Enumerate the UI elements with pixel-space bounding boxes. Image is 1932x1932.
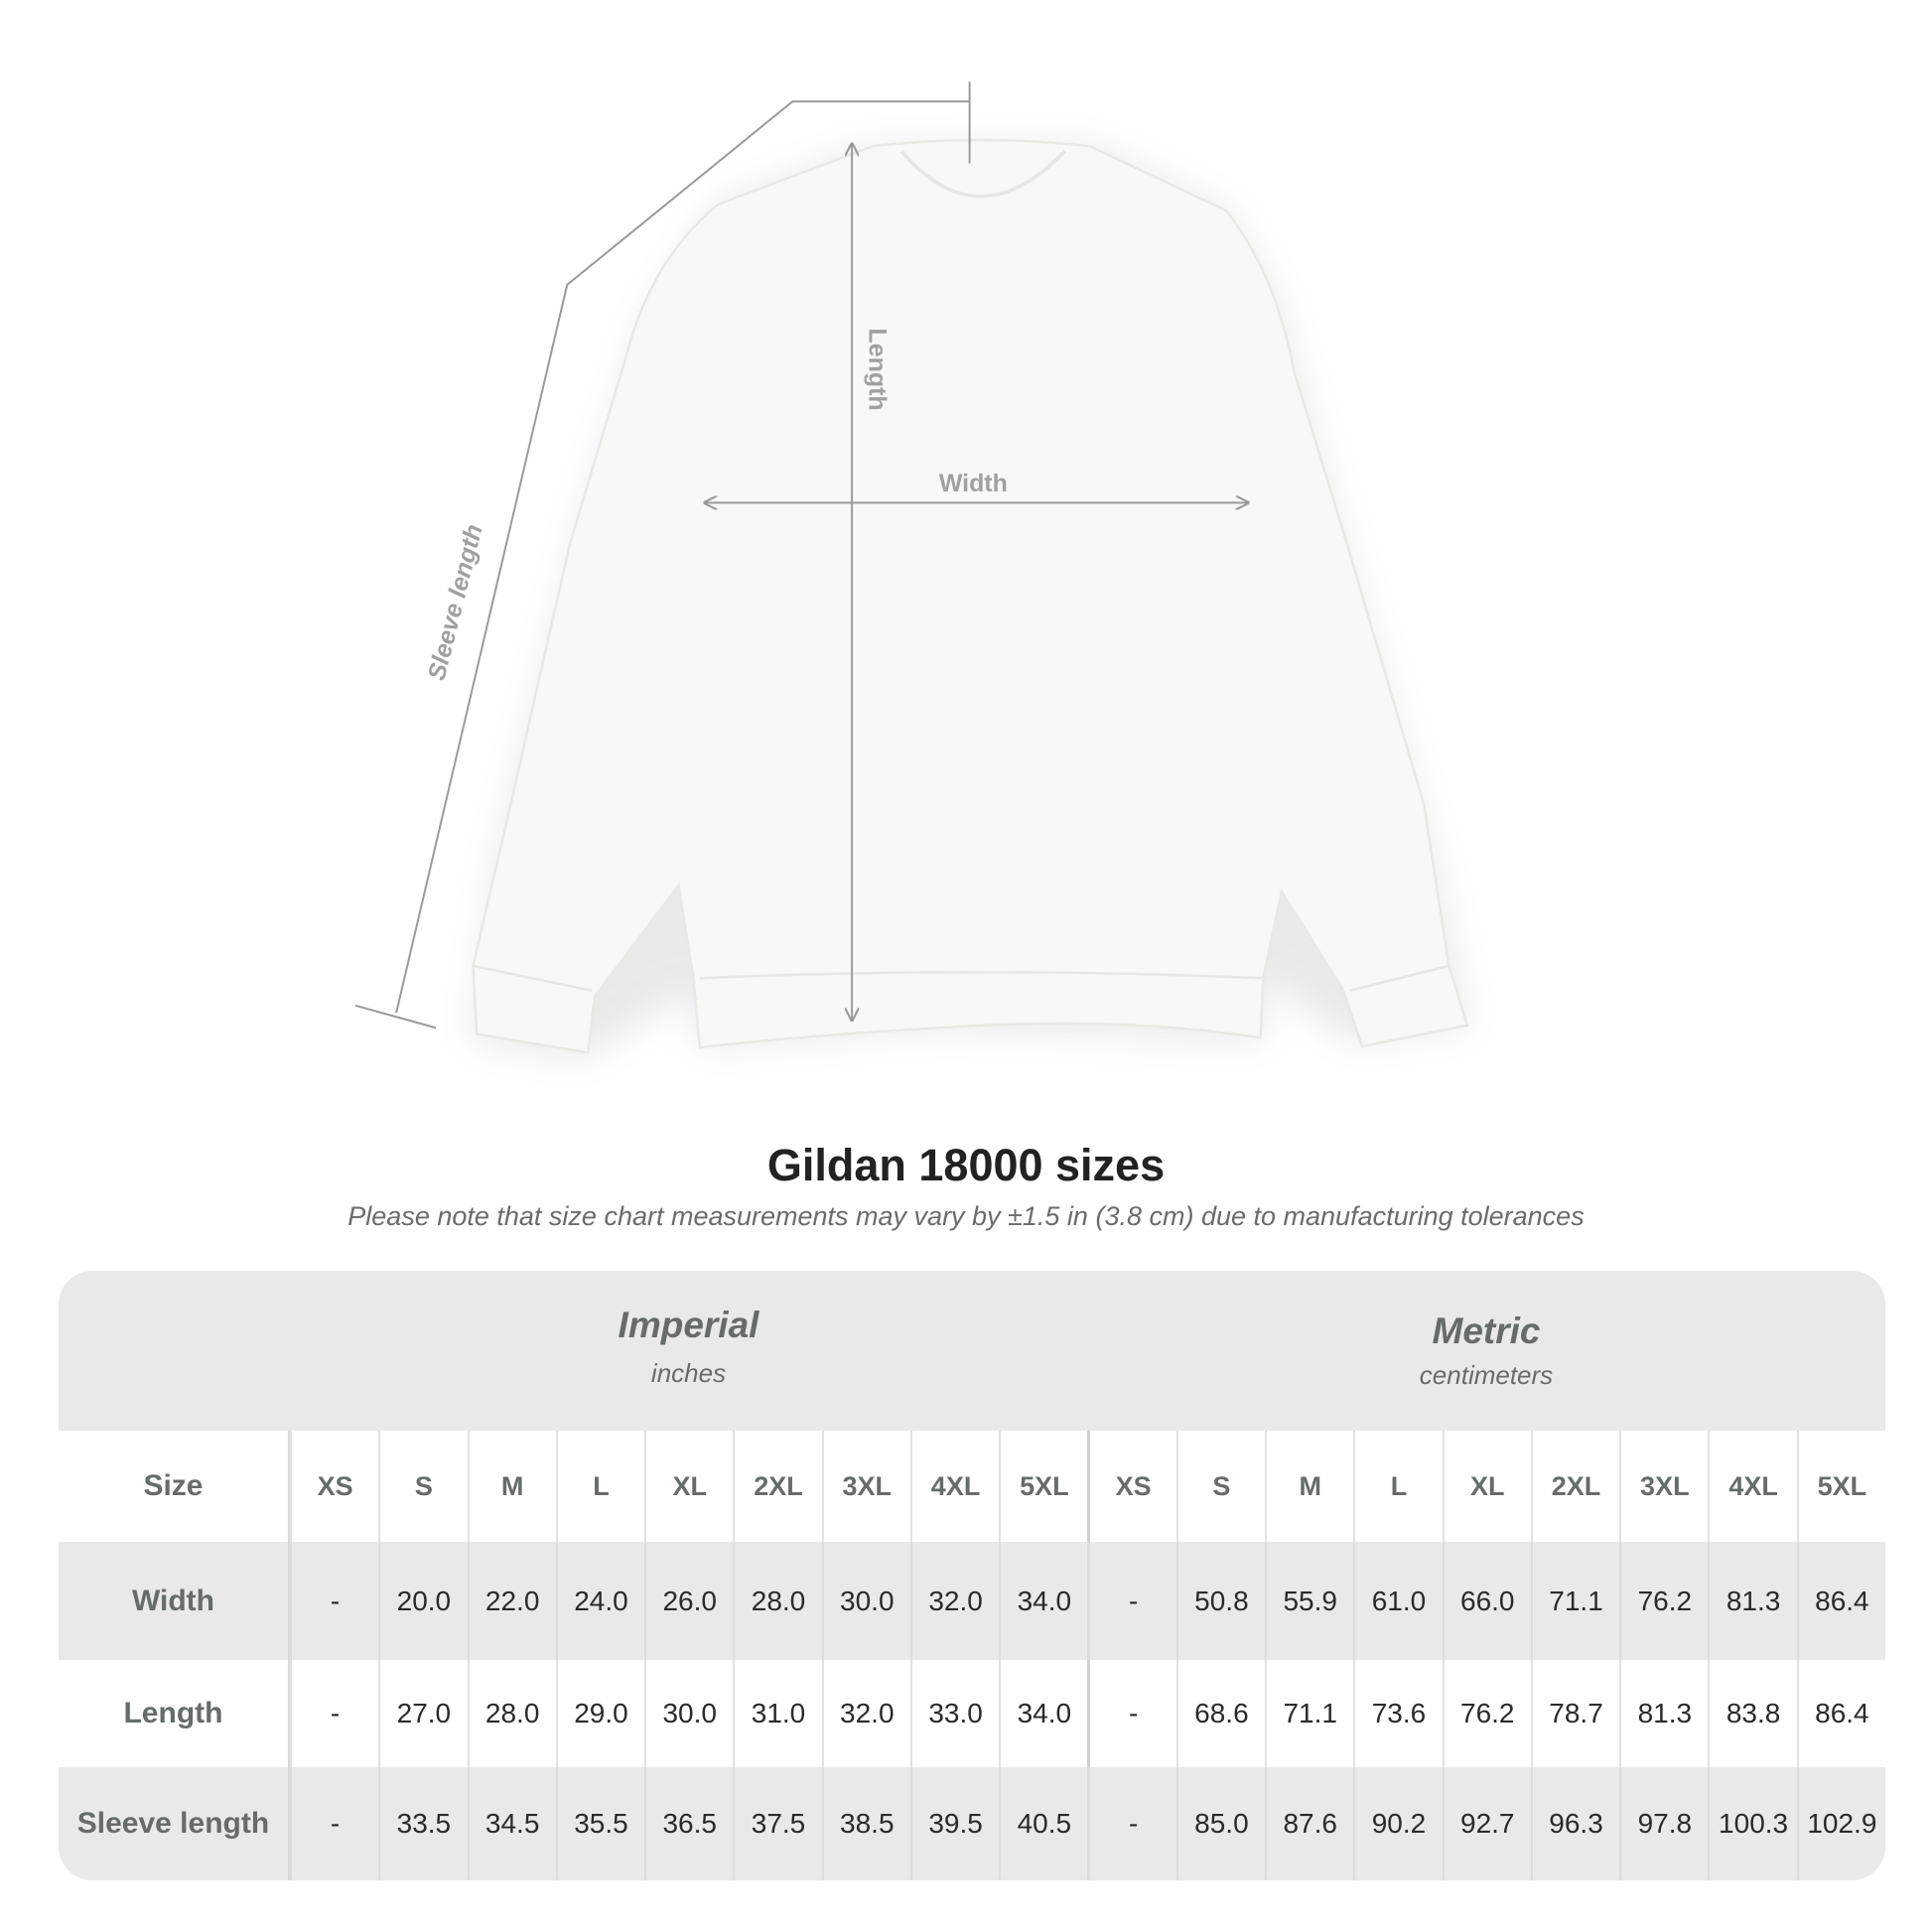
size-header-cell: 4XL <box>909 1431 999 1542</box>
table-cell: 86.4 <box>1796 1542 1885 1660</box>
table-cell: 34.5 <box>467 1767 556 1880</box>
table-cell: 66.0 <box>1442 1542 1531 1660</box>
size-header-cell: XL <box>1442 1431 1531 1542</box>
table-cell: 73.6 <box>1353 1660 1442 1767</box>
table-cell: 24.0 <box>555 1542 644 1660</box>
table-cell: 30.0 <box>644 1660 733 1767</box>
size-header-cell: 2XL <box>1530 1431 1619 1542</box>
table-cell: 28.0 <box>733 1542 821 1660</box>
table-row: Sleeve length -33.5 34.5 35.5 36.5 37.5 38.5 39… <box>59 1767 1885 1880</box>
size-header-cell: M <box>467 1431 556 1542</box>
row-label: Size <box>59 1431 290 1542</box>
table-cell: 31.0 <box>733 1660 821 1767</box>
table-cell: 87.6 <box>1265 1767 1353 1880</box>
table-cell: 40.5 <box>999 1767 1087 1880</box>
table-cell: 38.5 <box>821 1767 910 1880</box>
table-cell: 78.7 <box>1530 1660 1619 1767</box>
table-row: Length -27.0 28.0 29.0 30.0 31.0 32.0 33.0 34.0-… <box>59 1660 1885 1767</box>
width-label: Width <box>939 470 1008 497</box>
table-cell: 71.1 <box>1265 1660 1353 1767</box>
table-cell: 33.0 <box>909 1660 999 1767</box>
table-cell: - <box>1087 1660 1175 1767</box>
table-cell: 34.0 <box>999 1660 1087 1767</box>
table-cell: 29.0 <box>555 1660 644 1767</box>
table-cell: 92.7 <box>1442 1767 1531 1880</box>
size-header-cell: L <box>1353 1431 1442 1542</box>
length-label: Length <box>864 329 892 411</box>
metric-title: Metric <box>1432 1311 1541 1351</box>
size-header-cell: XS <box>289 1431 378 1542</box>
table-cell: 22.0 <box>467 1542 556 1660</box>
size-header-cell: 4XL <box>1708 1431 1796 1542</box>
row-label: Length <box>59 1660 290 1767</box>
table-cell: 96.3 <box>1530 1767 1619 1880</box>
table-cell: 100.3 <box>1708 1767 1796 1880</box>
size-header-cell: S <box>378 1431 467 1542</box>
table-cell: 20.0 <box>378 1542 467 1660</box>
row-label: Width <box>59 1542 290 1660</box>
table-cell: 71.1 <box>1530 1542 1619 1660</box>
table-cell: - <box>289 1767 378 1880</box>
table-header: Imperial inches Metric centimeters <box>59 1271 1885 1431</box>
table-cell: 35.5 <box>555 1767 644 1880</box>
table-cell: 83.8 <box>1708 1660 1796 1767</box>
table-cell: 76.2 <box>1442 1660 1531 1767</box>
measurement-lines <box>354 81 1248 1030</box>
size-header-cell: 3XL <box>821 1431 910 1542</box>
metric-unit: centimeters <box>1419 1360 1554 1390</box>
chart-title: Gildan 18000 sizes <box>766 1140 1166 1190</box>
imperial-header: Imperial inches <box>290 1271 1087 1431</box>
table-cell: 76.2 <box>1619 1542 1708 1660</box>
table-cell: 81.3 <box>1619 1660 1708 1767</box>
table-cell: 26.0 <box>644 1542 733 1660</box>
table-cell: 97.8 <box>1619 1767 1708 1880</box>
metric-header: Metric centimeters <box>1087 1271 1885 1431</box>
table-cell: 90.2 <box>1353 1767 1442 1880</box>
size-table: Imperial inches Metric centimeters Size X… <box>59 1271 1885 1880</box>
tolerance-note: Please note that size chart measurements… <box>347 1201 1585 1231</box>
table-cell: 55.9 <box>1265 1542 1353 1660</box>
size-header-cell: L <box>555 1431 644 1542</box>
table-cell: 37.5 <box>733 1767 821 1880</box>
table-cell: 61.0 <box>1353 1542 1442 1660</box>
sweatshirt-diagram: Length Width Sleeve length <box>354 81 1469 1059</box>
size-header-cell: 2XL <box>733 1431 821 1542</box>
table-cell: 85.0 <box>1175 1767 1265 1880</box>
size-header-cell: 5XL <box>999 1431 1087 1542</box>
size-header-cell: XL <box>644 1431 733 1542</box>
table-cell: - <box>1087 1542 1175 1660</box>
row-label: Sleeve length <box>59 1767 290 1880</box>
size-header-cell: S <box>1175 1431 1265 1542</box>
table-cell: 32.0 <box>909 1542 999 1660</box>
table-cell: 33.5 <box>378 1767 467 1880</box>
table-cell: - <box>289 1542 378 1660</box>
table-cell: 36.5 <box>644 1767 733 1880</box>
table-cell: 30.0 <box>821 1542 910 1660</box>
imperial-title: Imperial <box>618 1305 759 1345</box>
table-cell: 86.4 <box>1796 1660 1885 1767</box>
table-cell: 27.0 <box>378 1660 467 1767</box>
table-cell: - <box>289 1660 378 1767</box>
size-header-cell: XS <box>1087 1431 1175 1542</box>
size-header-cell: 5XL <box>1796 1431 1885 1542</box>
size-header-row: Size XS S M L XL 2XL 3XL 4XL 5XL XS S M L XL 2XL 3XL 4XL 5… <box>59 1431 1885 1542</box>
table-cell: 39.5 <box>909 1767 999 1880</box>
table-cell: 28.0 <box>467 1660 556 1767</box>
imperial-unit: inches <box>650 1358 727 1388</box>
table-cell: 34.0 <box>999 1542 1087 1660</box>
table-cell: 32.0 <box>821 1660 910 1767</box>
table-cell: 81.3 <box>1708 1542 1796 1660</box>
table-cell: 50.8 <box>1175 1542 1265 1660</box>
sweatshirt-image <box>472 138 1469 1054</box>
size-header-cell: 3XL <box>1619 1431 1708 1542</box>
table-cell: 102.9 <box>1796 1767 1885 1880</box>
table-cell: 68.6 <box>1175 1660 1265 1767</box>
table-cell: - <box>1087 1767 1175 1880</box>
size-header-cell: M <box>1265 1431 1353 1542</box>
table-row: Width -20.0 22.0 24.0 26.0 28.0 30.0 32.0 34.0-5… <box>59 1542 1885 1660</box>
